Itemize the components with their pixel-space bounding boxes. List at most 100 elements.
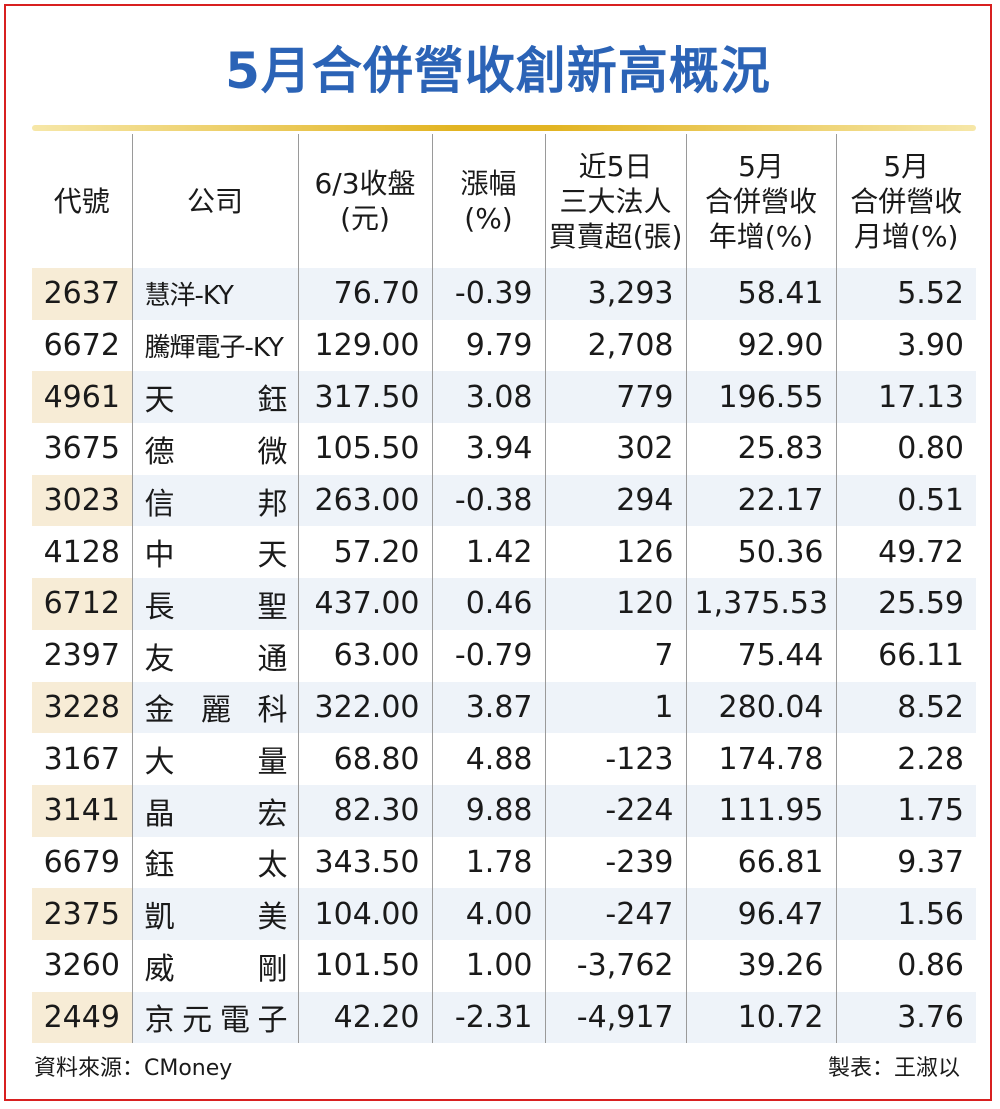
close-price: 263.00 [297,474,432,527]
table-row: 2449 京元電子 42.20 -2.31 -4,917 10.72 3.76 [32,991,976,1044]
price-change: -2.31 [431,991,545,1044]
table-row: 3260 威剛 101.50 1.00 -3,762 39.26 0.86 [32,939,976,992]
stock-code: 4128 [43,534,120,570]
close-price: 63.00 [297,629,432,682]
institutional-net: -224 [544,784,686,837]
company-name: 慧洋-KY [131,268,298,320]
stock-code: 4961 [32,371,132,424]
institutional-net: 1 [544,681,686,734]
close-price: 42.20 [297,991,432,1044]
revenue-mom: 49.72 [835,526,976,579]
revenue-mom: 2.28 [835,733,976,785]
close-price: 76.70 [297,268,432,320]
revenue-yoy: 1,375.53 [685,578,836,630]
stock-code: 3675 [43,431,120,467]
institutional-net: 120 [544,578,686,630]
revenue-yoy: 58.41 [685,268,836,320]
institutional-net: 3,293 [544,268,686,320]
company-name: 德微 [131,423,298,475]
table-row: 4961 天鈺 317.50 3.08 779 196.55 17.13 [32,371,976,424]
price-change: 9.79 [431,319,545,372]
revenue-mom: 66.11 [835,629,976,682]
price-change: 4.88 [431,733,545,785]
revenue-mom: 3.76 [835,991,976,1044]
table-row: 2397 友通 63.00 -0.79 7 75.44 66.11 [32,629,976,682]
revenue-mom: 1.75 [835,784,976,837]
table-row: 6712 長聖 437.00 0.46 120 1,375.53 25.59 [32,578,976,630]
table-body: 2637 慧洋-KY 76.70 -0.39 3,293 58.41 5.52 6672 騰輝電… [32,268,976,1044]
institutional-net: 7 [544,629,686,682]
header-institutional-net: 近5日 三大法人 買賣超(張) [544,134,686,268]
table-row: 3675 德微 105.50 3.94 302 25.83 0.80 [32,423,976,475]
source-note: 資料來源：CMoney [34,1056,233,1081]
header-code: 代號 [53,184,110,218]
revenue-yoy: 22.17 [685,474,836,527]
stock-code: 6712 [32,578,132,630]
table-header-row: 代號 公司 6/3收盤 (元) 漲幅 (%) 近5日 三大法人 買賣超(張) 5… [32,134,976,268]
revenue-yoy: 50.36 [685,526,836,579]
company-name: 信邦 [131,474,298,527]
price-change: 3.08 [431,371,545,424]
stock-code: 6679 [43,844,120,880]
institutional-net: 779 [544,371,686,424]
title-divider [32,125,976,131]
header-company: 公司 [131,134,298,268]
close-price: 68.80 [297,733,432,785]
table-row: 4128 中天 57.20 1.42 126 50.36 49.72 [32,526,976,579]
revenue-mom: 25.59 [835,578,976,630]
revenue-yoy: 66.81 [685,836,836,889]
table-row: 2375 凱美 104.00 4.00 -247 96.47 1.56 [32,888,976,940]
institutional-net: 302 [544,423,686,475]
revenue-mom: 1.56 [835,888,976,940]
infographic-frame: 5月合併營收創新高概況 代號 公司 6/3收盤 (元) 漲幅 (%) 近5日 三… [4,4,992,1101]
table-row: 3141 晶宏 82.30 9.88 -224 111.95 1.75 [32,784,976,837]
price-change: 3.87 [431,681,545,734]
revenue-mom: 0.80 [835,423,976,475]
revenue-mom: 8.52 [835,681,976,734]
table-row: 6672 騰輝電子-KY 129.00 9.79 2,708 92.90 3.90 [32,319,976,372]
header-close-price: 6/3收盤 (元) [297,134,432,268]
company-name: 鈺太 [131,836,298,889]
revenue-mom: 3.90 [835,319,976,372]
revenue-yoy: 92.90 [685,319,836,372]
close-price: 82.30 [297,784,432,837]
close-price: 437.00 [297,578,432,630]
stock-code: 2375 [32,888,132,940]
close-price: 101.50 [297,939,432,992]
price-change: 4.00 [431,888,545,940]
company-name: 晶宏 [131,784,298,837]
price-change: 1.00 [431,939,545,992]
company-name: 天鈺 [131,371,298,424]
stock-code: 6672 [43,328,120,364]
header-revenue-yoy: 5月 合併營收 年增(%) [685,134,836,268]
institutional-net: -247 [544,888,686,940]
revenue-yoy: 196.55 [685,371,836,424]
stock-code: 3023 [32,474,132,527]
revenue-mom: 5.52 [835,268,976,320]
price-change: -0.38 [431,474,545,527]
stock-code: 2397 [43,638,120,674]
company-name: 威剛 [131,939,298,992]
close-price: 317.50 [297,371,432,424]
stock-code: 2637 [32,268,132,320]
company-name: 金麗科 [131,681,298,734]
company-name: 凱美 [131,888,298,940]
stock-code: 2449 [32,991,132,1044]
header-revenue-mom: 5月 合併營收 月增(%) [835,134,976,268]
institutional-net: -239 [544,836,686,889]
stock-code: 3167 [43,741,120,777]
close-price: 105.50 [297,423,432,475]
company-name: 友通 [131,629,298,682]
revenue-yoy: 111.95 [685,784,836,837]
close-price: 129.00 [297,319,432,372]
revenue-yoy: 10.72 [685,991,836,1044]
price-change: -0.39 [431,268,545,320]
stock-code: 3260 [43,948,120,984]
table-row: 6679 鈺太 343.50 1.78 -239 66.81 9.37 [32,836,976,889]
price-change: 1.78 [431,836,545,889]
revenue-yoy: 25.83 [685,423,836,475]
revenue-mom: 0.86 [835,939,976,992]
company-name: 京元電子 [131,991,298,1044]
stock-code: 3141 [32,784,132,837]
close-price: 104.00 [297,888,432,940]
